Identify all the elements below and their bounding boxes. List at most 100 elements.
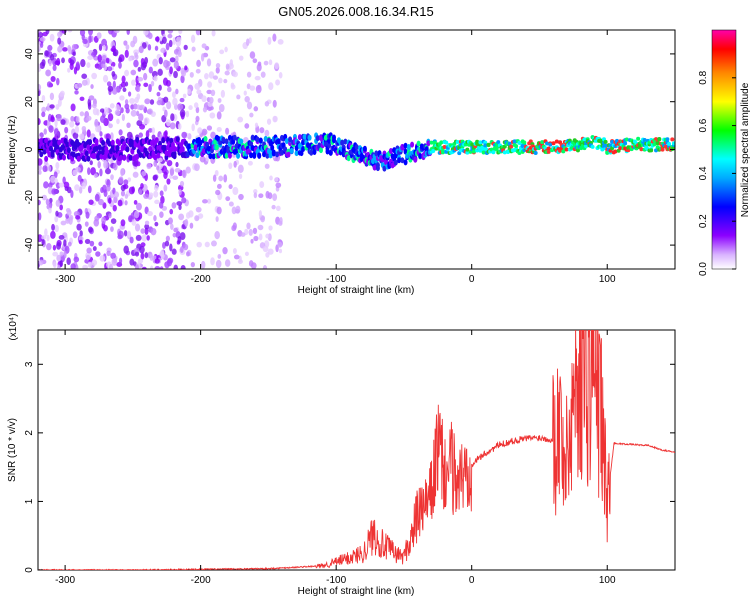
spectrogram-cell xyxy=(110,218,117,225)
spectrogram-cell xyxy=(277,39,284,45)
spectrogram-cell xyxy=(169,122,176,130)
spectrogram-cell xyxy=(327,137,332,144)
spectrogram-cell xyxy=(639,147,644,152)
spectrogram-cell xyxy=(100,187,104,194)
spectrogram-cell xyxy=(94,119,99,128)
spectrogram-cell xyxy=(204,241,210,248)
spectrogram-cell xyxy=(327,142,332,149)
top-y-tick-label: 40 xyxy=(24,48,35,60)
spectrogram-cell xyxy=(90,84,94,89)
spectrogram-cell xyxy=(119,95,125,101)
spectrogram-cell xyxy=(332,137,337,144)
spectrogram-cell xyxy=(141,266,147,269)
spectrogram-cell xyxy=(265,190,270,199)
spectrogram-cell xyxy=(124,193,129,199)
spectrogram-cell xyxy=(69,121,75,128)
spectrogram-cell xyxy=(258,210,262,218)
spectrogram-marks xyxy=(38,30,675,269)
spectrogram-cell xyxy=(55,103,60,110)
spectrogram-cell xyxy=(51,188,57,195)
spectrogram-cell xyxy=(117,199,123,207)
spectrogram-cell xyxy=(87,55,94,60)
bottom-x-tick-label: -100 xyxy=(326,575,346,586)
spectrogram-cell xyxy=(514,144,519,149)
spectrogram-cell xyxy=(120,81,126,88)
spectrogram-cell xyxy=(506,149,511,154)
spectrogram-cell xyxy=(78,239,83,245)
spectrogram-cell xyxy=(84,221,89,227)
spectrogram-cell xyxy=(272,99,277,108)
spectrogram-cell xyxy=(178,213,185,221)
spectrogram-cell xyxy=(44,228,48,237)
spectrogram-cell xyxy=(158,57,163,65)
spectrogram-cell xyxy=(88,199,94,205)
spectrogram-cell xyxy=(432,140,437,145)
spectrogram-cell xyxy=(195,115,200,123)
spectrogram-cell xyxy=(138,104,145,110)
spectrogram-cell xyxy=(123,40,128,46)
spectrogram-cell xyxy=(108,263,114,269)
spectrogram-cell xyxy=(178,204,182,211)
spectrogram-cell xyxy=(123,245,129,254)
spectrogram-cell xyxy=(128,215,133,223)
spectrogram-cell xyxy=(388,147,393,154)
spectrogram-cell xyxy=(554,139,559,144)
spectrogram-cell xyxy=(237,164,244,173)
spectrogram-cell xyxy=(143,82,149,88)
spectrogram-cell xyxy=(471,149,476,154)
spectrogram-cell xyxy=(84,150,89,157)
spectrogram-cell xyxy=(439,140,444,145)
spectrogram-cell xyxy=(343,138,348,145)
spectrogram-cell xyxy=(137,258,144,264)
spectrogram-cell xyxy=(642,137,647,142)
spectrogram-cell xyxy=(274,177,279,182)
spectrogram-cell xyxy=(227,62,234,70)
spectrogram-cell xyxy=(159,266,164,269)
spectrogram-cell xyxy=(509,144,514,149)
spectrogram-cell xyxy=(286,151,291,158)
spectrogram-cell xyxy=(156,165,160,171)
spectrogram-cell xyxy=(216,111,222,120)
spectrogram-cell xyxy=(58,182,65,188)
spectrogram-cell xyxy=(429,140,434,145)
spectrogram-cell xyxy=(50,175,56,183)
spectrogram-cell xyxy=(161,36,167,44)
spectrogram-cell xyxy=(217,98,222,103)
spectrogram-cell xyxy=(654,148,659,153)
spectrogram-cell xyxy=(156,152,161,159)
spectrogram-cell xyxy=(133,59,139,68)
spectrogram-cell xyxy=(66,257,71,266)
spectrogram-cell xyxy=(44,137,49,144)
spectrogram-cell xyxy=(74,125,80,134)
spectrogram-cell xyxy=(88,30,93,36)
spectrogram-cell xyxy=(135,234,142,241)
spectrogram-cell xyxy=(400,157,405,164)
spectrogram-cell xyxy=(127,177,132,182)
spectrogram-cell xyxy=(491,150,496,155)
spectrogram-cell xyxy=(96,109,100,116)
spectrogram-cell xyxy=(206,198,212,204)
spectrogram-cell xyxy=(249,152,254,159)
spectrogram-cell xyxy=(496,140,501,145)
spectrogram-cell xyxy=(67,67,71,73)
spectrogram-cell xyxy=(47,44,53,52)
spectrogram-cell xyxy=(185,110,190,118)
spectrogram-cell xyxy=(483,143,488,148)
spectrogram-cell xyxy=(248,228,253,236)
spectrogram-cell xyxy=(250,134,255,141)
spectrogram-cell xyxy=(133,103,138,110)
spectrogram-cell xyxy=(72,132,79,140)
spectrogram-cell xyxy=(158,84,162,91)
spectrogram-cell xyxy=(156,157,163,163)
spectrogram-cell xyxy=(170,223,174,230)
spectrogram-cell xyxy=(118,257,123,265)
spectrogram-cell xyxy=(233,254,240,260)
spectrogram-cell xyxy=(102,74,109,83)
spectrogram-cell xyxy=(252,227,258,234)
spectrogram-cell xyxy=(130,40,136,48)
spectrogram-cell xyxy=(50,151,55,158)
spectrogram-cell xyxy=(110,139,115,146)
spectrogram-cell xyxy=(403,142,408,149)
spectrogram-cell xyxy=(101,216,106,225)
spectrogram-cell xyxy=(215,259,222,269)
